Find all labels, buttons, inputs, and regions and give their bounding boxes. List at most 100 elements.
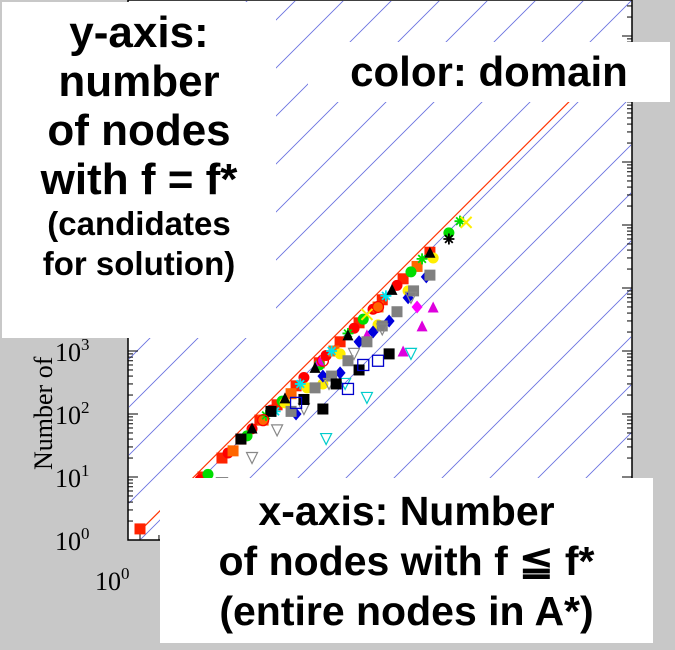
data-point bbox=[367, 325, 379, 339]
data-point bbox=[257, 414, 269, 426]
data-point bbox=[245, 451, 259, 465]
x-axis-note-line: x-axis: Number bbox=[258, 488, 555, 534]
data-point bbox=[256, 413, 270, 427]
y-tick-label-exponent: 0 bbox=[81, 524, 90, 543]
data-point bbox=[405, 266, 417, 278]
x-axis-note: x-axis: Number of nodes with f ≦ f* (ent… bbox=[160, 478, 653, 643]
data-point bbox=[235, 433, 247, 445]
data-point bbox=[342, 355, 354, 367]
data-point bbox=[298, 371, 310, 383]
data-point bbox=[341, 382, 355, 396]
data-point bbox=[380, 290, 392, 302]
contour-line bbox=[428, 336, 631, 539]
y-tick-label: 102 bbox=[55, 398, 90, 430]
data-point bbox=[326, 345, 338, 357]
x-tick-label-exponent: 0 bbox=[121, 564, 130, 583]
data-point bbox=[360, 308, 374, 321]
data-point bbox=[289, 396, 303, 410]
data-point bbox=[216, 452, 228, 464]
data-point bbox=[416, 320, 428, 332]
contour-line bbox=[332, 240, 631, 539]
data-point bbox=[371, 354, 385, 367]
contour-line bbox=[129, 1, 440, 312]
reference-line bbox=[139, 59, 612, 532]
data-point bbox=[411, 300, 423, 314]
x-axis-note-line: (entire nodes in A*) bbox=[219, 588, 594, 634]
data-point bbox=[290, 380, 302, 392]
data-point bbox=[427, 301, 439, 313]
data-point bbox=[279, 392, 291, 404]
y-tick-label: 103 bbox=[55, 335, 90, 367]
data-point bbox=[330, 378, 342, 390]
contour-line bbox=[129, 1, 488, 360]
y-tick-label-exponent: 1 bbox=[81, 461, 90, 480]
contour-line bbox=[380, 288, 631, 539]
y-axis-note-line: y-axis: bbox=[69, 8, 209, 57]
data-point bbox=[316, 354, 330, 367]
contour-line bbox=[236, 144, 631, 539]
data-point bbox=[391, 279, 403, 291]
data-point bbox=[372, 301, 384, 313]
data-point bbox=[424, 269, 436, 281]
x-tick-label: 100 bbox=[95, 564, 130, 596]
data-point bbox=[416, 253, 428, 265]
y-tick-label-exponent: 3 bbox=[81, 335, 90, 354]
data-point bbox=[285, 405, 297, 417]
data-point bbox=[454, 215, 466, 227]
data-point bbox=[371, 300, 385, 314]
y-axis-note: y-axis: number of nodes with f = f* (can… bbox=[2, 2, 276, 338]
data-point bbox=[294, 378, 306, 390]
contour-line bbox=[284, 192, 631, 539]
data-point bbox=[443, 233, 455, 245]
data-point bbox=[246, 422, 258, 434]
data-point bbox=[347, 347, 361, 361]
y-tick-label-exponent: 2 bbox=[81, 398, 90, 417]
contour-line bbox=[129, 1, 392, 264]
data-point bbox=[227, 445, 239, 457]
contour-line bbox=[129, 1, 631, 504]
data-point bbox=[397, 345, 409, 357]
data-point bbox=[397, 273, 409, 285]
contour-line bbox=[129, 1, 536, 408]
contour-line bbox=[129, 1, 584, 456]
data-point bbox=[459, 216, 473, 229]
data-point bbox=[375, 323, 389, 337]
data-point bbox=[408, 285, 420, 297]
y-axis-note-line: with f = f* bbox=[40, 155, 238, 204]
data-point bbox=[298, 393, 310, 405]
data-point bbox=[134, 523, 146, 535]
data-point bbox=[424, 246, 436, 258]
data-point bbox=[202, 468, 214, 480]
data-point bbox=[285, 388, 297, 400]
data-point bbox=[360, 391, 374, 405]
data-point bbox=[319, 432, 333, 446]
data-point bbox=[376, 320, 388, 332]
data-point bbox=[353, 317, 365, 329]
data-point bbox=[271, 399, 283, 411]
data-point bbox=[404, 347, 418, 361]
data-point bbox=[313, 355, 325, 367]
reference-line-path bbox=[139, 59, 612, 532]
y-axis-note-line: number bbox=[58, 57, 220, 106]
y-axis-note-line: of nodes bbox=[47, 106, 231, 155]
color-note: color: domain bbox=[308, 42, 670, 102]
data-point bbox=[326, 370, 338, 382]
data-point bbox=[361, 336, 373, 348]
data-point bbox=[334, 336, 346, 348]
y-tick-label: 101 bbox=[55, 461, 90, 493]
data-point bbox=[334, 366, 346, 380]
data-point bbox=[309, 382, 321, 394]
data-point bbox=[357, 358, 370, 372]
data-point bbox=[383, 348, 395, 360]
data-point bbox=[386, 283, 398, 295]
y-axis-note-line: for solution) bbox=[42, 245, 236, 282]
data-point bbox=[391, 306, 403, 318]
x-axis-note-line: of nodes with f ≦ f* bbox=[218, 538, 595, 584]
y-axis-title: Number of bbox=[29, 356, 58, 470]
data-point bbox=[309, 361, 321, 373]
data-point bbox=[270, 424, 284, 438]
contour-line bbox=[188, 96, 631, 539]
y-axis-note-line: (candidates bbox=[47, 205, 231, 242]
data-point bbox=[317, 403, 329, 415]
